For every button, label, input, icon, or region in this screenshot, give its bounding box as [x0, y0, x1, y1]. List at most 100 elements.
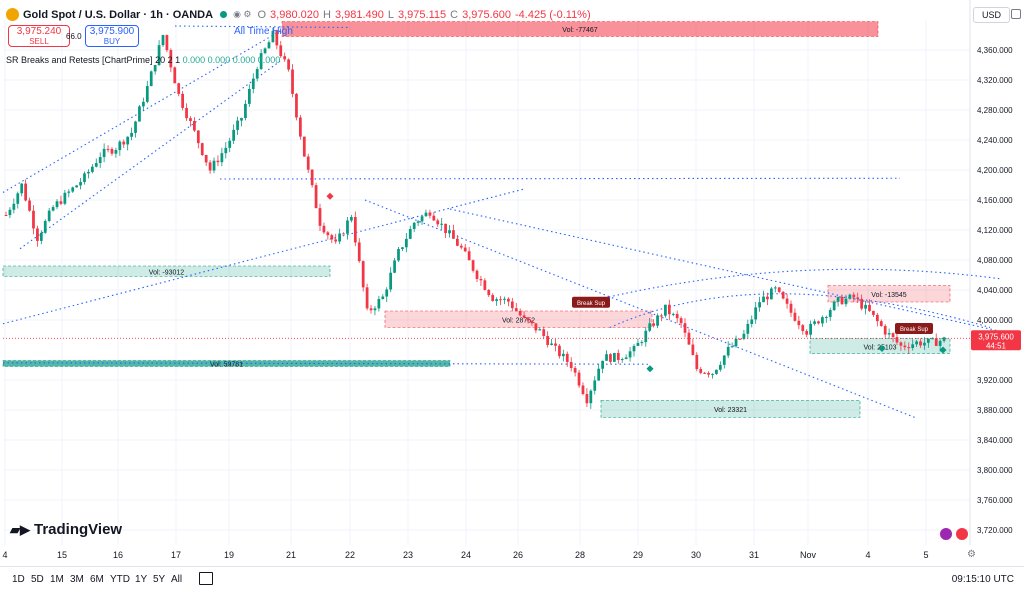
candle-body [589, 390, 593, 404]
time-tick: 29 [633, 550, 643, 560]
candle-body [809, 323, 812, 335]
timeframe-3m[interactable]: 3M [70, 574, 84, 585]
candle-body [444, 223, 447, 233]
timeframe-6m[interactable]: 6M [90, 574, 104, 585]
trendlines [2, 24, 1001, 419]
candle-body [938, 340, 942, 346]
candle-body [691, 344, 695, 355]
candle-body [420, 216, 424, 222]
candle-body [71, 187, 75, 192]
candle-body [899, 342, 903, 346]
candle-body [718, 364, 722, 370]
candle-body [832, 301, 836, 311]
timeframe-5d[interactable]: 5D [31, 574, 44, 585]
flash-icon[interactable] [940, 528, 952, 540]
low-value: 3,975.115 [398, 8, 447, 21]
candle-body [267, 42, 271, 49]
candle-body [703, 372, 707, 374]
time-tick: 17 [171, 550, 181, 560]
candle-body [200, 143, 204, 156]
candle-body [263, 48, 267, 54]
time-axis[interactable]: 4 15 16 17 19 21 22 23 24 26 28 29 30 31 Nov 4 5 [2, 550, 928, 560]
candle-body [836, 296, 840, 302]
sr-zone [281, 21, 879, 37]
signal-diamond [939, 346, 947, 354]
candle-body [648, 323, 652, 331]
indicator-legend[interactable]: SR Breaks and Retests [ChartPrime] 20 2 … [6, 55, 280, 65]
candle-body [628, 351, 632, 358]
candle-body [63, 192, 67, 204]
candle-body [895, 337, 899, 343]
buy-button[interactable]: 3,975.900 BUY [85, 25, 139, 47]
break-marker [895, 323, 933, 334]
candle-body [883, 325, 887, 335]
calendar-icon[interactable] [199, 572, 213, 585]
settings-gear-icon[interactable]: ⚙ [967, 549, 976, 560]
candle-body [734, 338, 738, 347]
timeframe-1m[interactable]: 1M [50, 574, 64, 585]
candle-body [679, 318, 683, 324]
flag-icon[interactable] [956, 528, 968, 540]
candle-body [181, 93, 184, 108]
timeframe-ytd[interactable]: YTD [110, 574, 130, 585]
candle-body [789, 303, 793, 313]
candle-body [518, 310, 522, 316]
candle-body [208, 162, 212, 171]
candle-body [609, 354, 612, 362]
change-value: -4.425 (-0.11%) [515, 8, 591, 21]
sell-button[interactable]: 3,975.240 SELL [8, 25, 70, 47]
candle-body [770, 288, 773, 300]
candle-body [216, 160, 220, 163]
currency-selector[interactable]: USD [972, 7, 1010, 23]
candle-body [145, 86, 149, 102]
time-tick: 22 [345, 550, 355, 560]
countdown-label: 44:51 [986, 341, 1007, 350]
arc-trendline [599, 268, 1001, 300]
candle-body [722, 355, 726, 365]
candle-body [499, 299, 502, 301]
candle-body [393, 260, 396, 273]
candle-body [577, 372, 581, 386]
candle-body [342, 233, 345, 235]
sr-zone [809, 338, 951, 355]
candle-body [169, 50, 173, 68]
candle-body [558, 345, 561, 357]
price-axis[interactable]: 4,360.000 4,320.000 4,280.000 4,240.000 4,20… [977, 46, 1013, 535]
candle-body [762, 296, 765, 303]
candle-body [479, 278, 483, 281]
candle-body [79, 182, 82, 186]
sr-zone [2, 360, 451, 367]
price-chart[interactable]: Vol: -77467 Vol: -93012 Vol: 28752 Vol: 597… [0, 0, 1024, 566]
sr-zones: Vol: -77467 Vol: -93012 Vol: 28752 Vol: 597… [2, 21, 951, 418]
legend-controls-icon[interactable]: ◉ ⚙ [233, 9, 252, 19]
timeframe-1y[interactable]: 1Y [135, 574, 148, 585]
candle-body [699, 369, 703, 373]
candle-body [573, 367, 577, 373]
candle-body [919, 341, 922, 346]
time-tick: 15 [57, 550, 67, 560]
symbol-title[interactable]: Gold Spot / U.S. Dollar · 1h · OANDA [23, 8, 214, 21]
timeframe-5y[interactable]: 5Y [153, 574, 166, 585]
indicator-value: 0.000 [257, 55, 281, 65]
candle-body [310, 169, 314, 186]
candle-body [408, 228, 412, 239]
candle-body [36, 228, 39, 241]
candle-body [903, 345, 907, 348]
last-price-badge [971, 330, 1021, 351]
candle-body [848, 294, 852, 299]
timeframe-1d[interactable]: 1D [12, 574, 25, 585]
utc-clock[interactable]: 09:15:10 UTC [951, 574, 1014, 585]
candle-body [561, 353, 565, 357]
candle-body [28, 200, 31, 211]
candle-body [711, 373, 714, 375]
indicator-value: 0.000 [182, 55, 206, 65]
open-label: O [257, 8, 267, 21]
zone-label: Vol: -77467 [562, 27, 598, 34]
candle-body [153, 65, 157, 72]
timeframe-all[interactable]: All [171, 574, 183, 585]
candle-body [813, 321, 816, 324]
candle-body [90, 166, 94, 172]
candle-body [754, 307, 758, 320]
maximize-icon[interactable] [1011, 9, 1021, 19]
candle-body [106, 148, 110, 150]
